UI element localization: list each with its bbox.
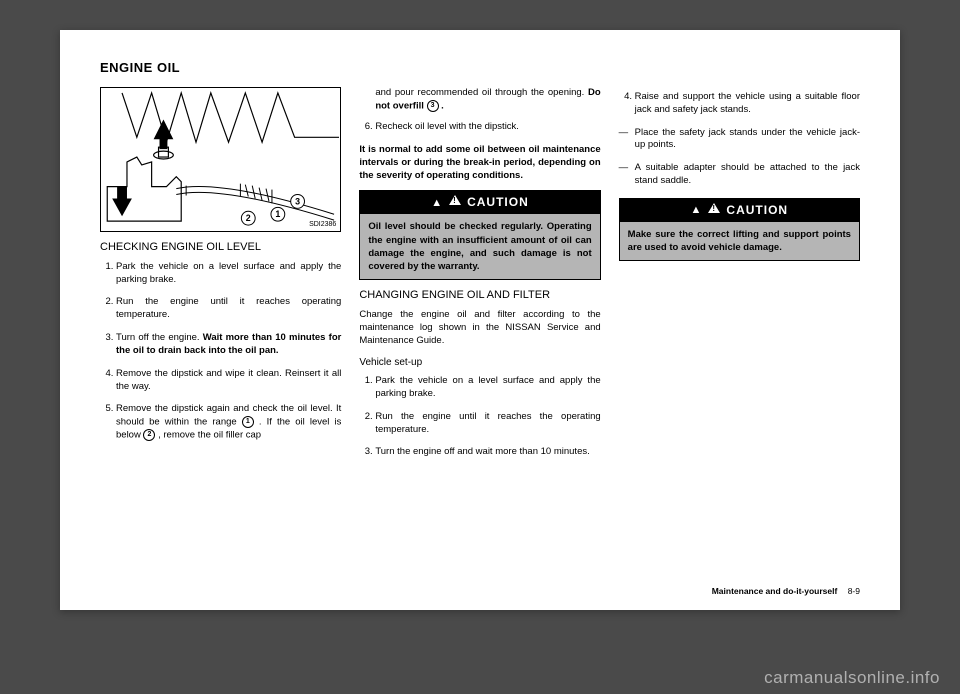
page-footer: Maintenance and do-it-yourself 8-9 [712, 586, 860, 596]
column-3: Raise and support the vehicle using a su… [619, 87, 860, 572]
jack-stand-notes: Place the safety jack stands under the v… [619, 127, 860, 188]
footer-page-number: 8-9 [848, 586, 860, 596]
list-item: Run the engine until it reaches operatin… [116, 296, 341, 322]
checking-oil-subhead: CHECKING ENGINE OIL LEVEL [100, 240, 341, 255]
warning-icon [449, 195, 461, 205]
content-columns: 1 2 3 SDI2386 CHECKING ENGINE OIL LEVEL … [100, 87, 860, 572]
column-2: and pour recommended oil through the ope… [359, 87, 600, 572]
footer-section: Maintenance and do-it-yourself [712, 586, 838, 596]
vehicle-setup-steps: Park the vehicle on a level surface and … [359, 375, 600, 459]
svg-text:1: 1 [275, 209, 280, 219]
caution-title: CAUTION [360, 191, 599, 214]
caution-title: CAUTION [620, 199, 859, 222]
checking-oil-steps: Park the vehicle on a level surface and … [100, 261, 341, 443]
watermark: carmanualsonline.info [764, 668, 940, 688]
bold-notice: It is normal to add some oil between oil… [359, 144, 600, 182]
changing-oil-subhead: CHANGING ENGINE OIL AND FILTER [359, 288, 600, 303]
list-item: A suitable adapter should be attached to… [635, 162, 860, 188]
changing-oil-para: Change the engine oil and filter accordi… [359, 309, 600, 347]
list-item: Recheck oil level with the dipstick. [375, 121, 600, 134]
list-item: Park the vehicle on a level surface and … [375, 375, 600, 401]
caution-body: Oil level should be checked regularly. O… [360, 214, 599, 279]
warning-icon [708, 203, 720, 213]
caution-box: CAUTION Make sure the correct lifting an… [619, 198, 860, 261]
list-item: Remove the dipstick and wipe it clean. R… [116, 368, 341, 394]
raise-vehicle-step: Raise and support the vehicle using a su… [619, 91, 860, 117]
vehicle-setup-subhead: Vehicle set-up [359, 356, 600, 370]
caution-box: CAUTION Oil level should be checked regu… [359, 190, 600, 280]
list-item: Run the engine until it reaches the oper… [375, 411, 600, 437]
section-header: ENGINE OIL [100, 60, 860, 75]
list-item: Remove the dipstick again and check the … [116, 403, 341, 442]
manual-page: ENGINE OIL [60, 30, 900, 610]
svg-text:2: 2 [246, 213, 251, 223]
svg-text:3: 3 [295, 196, 300, 206]
continuation-para: and pour recommended oil through the ope… [359, 87, 600, 113]
column-1: 1 2 3 SDI2386 CHECKING ENGINE OIL LEVEL … [100, 87, 341, 572]
list-item: Turn off the engine. Wait more than 10 m… [116, 332, 341, 358]
list-item: Raise and support the vehicle using a su… [635, 91, 860, 117]
caution-body: Make sure the correct lifting and suppor… [620, 222, 859, 261]
illustration-label: SDI2386 [309, 220, 336, 229]
engine-oil-illustration: 1 2 3 SDI2386 [100, 87, 341, 232]
recheck-step: Recheck oil level with the dipstick. [359, 121, 600, 134]
list-item: Place the safety jack stands under the v… [635, 127, 860, 153]
list-item: Turn the engine off and wait more than 1… [375, 446, 600, 459]
list-item: Park the vehicle on a level surface and … [116, 261, 341, 287]
